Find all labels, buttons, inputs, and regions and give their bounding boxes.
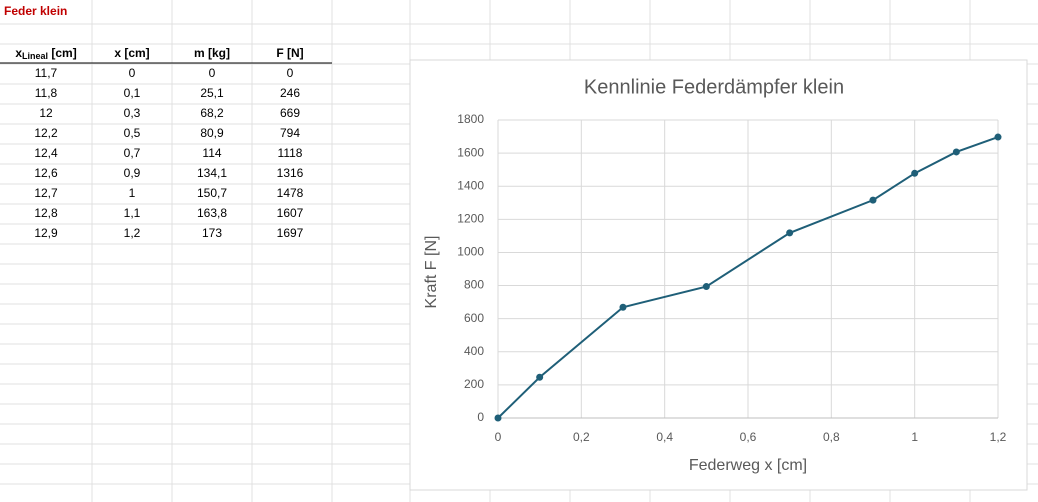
y-tick-label: 1000 — [457, 245, 484, 259]
header-text: x — [15, 46, 22, 60]
y-tick-label: 200 — [464, 377, 484, 391]
table-cell: 114 — [202, 146, 221, 160]
y-tick-label: 800 — [464, 278, 484, 292]
chart-area — [409, 59, 1028, 491]
table-cell: 68,2 — [200, 106, 224, 120]
header-cell: F [N] — [276, 46, 303, 60]
data-point — [869, 196, 877, 204]
x-tick-label: 0,2 — [573, 430, 590, 444]
table-cell: 11,7 — [35, 66, 58, 80]
table-cell: 150,7 — [197, 186, 227, 200]
data-point — [994, 133, 1002, 141]
chart-title: Kennlinie Federdämpfer klein — [584, 76, 844, 98]
table-cell: 1478 — [277, 186, 304, 200]
table-cell: 173 — [202, 226, 222, 240]
y-tick-label: 1800 — [457, 112, 484, 126]
sheet-title: Feder klein — [4, 4, 67, 18]
table-cell: 25,1 — [200, 86, 224, 100]
data-point — [494, 414, 502, 422]
table-cell: 1,2 — [124, 226, 141, 240]
table-cell: 669 — [280, 106, 300, 120]
header-cell: xLineal [cm] — [15, 46, 76, 61]
table-cell: 12,8 — [34, 206, 58, 220]
table-cell: 1 — [129, 186, 136, 200]
data-point — [786, 229, 794, 237]
data-point — [702, 283, 710, 291]
x-tick-label: 0,8 — [823, 430, 840, 444]
table-cell: 0 — [129, 66, 136, 80]
table-cell: 12 — [39, 106, 53, 120]
header-rest: [cm] — [48, 46, 77, 60]
x-axis-label: Federweg x [cm] — [689, 457, 807, 474]
table-cell: 0 — [209, 66, 216, 80]
table-cell: 0 — [287, 66, 294, 80]
y-axis-label: Kraft F [N] — [423, 236, 440, 309]
y-tick-label: 400 — [464, 344, 484, 358]
table-cell: 0,1 — [124, 86, 141, 100]
table-cell: 80,9 — [200, 126, 224, 140]
y-tick-label: 600 — [464, 311, 484, 325]
table-cell: 0,3 — [124, 106, 141, 120]
table-cell: 0,9 — [124, 166, 141, 180]
header-cell: m [kg] — [194, 46, 230, 60]
table-cell: 163,8 — [197, 206, 227, 220]
table-cell: 12,6 — [34, 166, 58, 180]
table-cell: 12,4 — [34, 146, 58, 160]
table-cell: 0,5 — [124, 126, 141, 140]
y-tick-label: 0 — [477, 410, 484, 424]
table-cell: 134,1 — [197, 166, 227, 180]
x-tick-label: 1 — [911, 430, 918, 444]
table-cell: 246 — [280, 86, 300, 100]
y-tick-label: 1200 — [457, 212, 484, 226]
table-cell: 11,8 — [35, 86, 58, 100]
table-cell: 794 — [280, 126, 300, 140]
table-cell: 1118 — [278, 146, 303, 160]
table-cell: 1316 — [277, 166, 304, 180]
x-tick-label: 1,2 — [990, 430, 1007, 444]
table-cell: 1,1 — [124, 206, 141, 220]
table-cell: 12,9 — [34, 226, 58, 240]
data-point — [911, 169, 919, 177]
table-cell: 12,7 — [34, 186, 58, 200]
data-point — [536, 373, 544, 381]
table-cell: 1607 — [277, 206, 304, 220]
header-sub: Lineal — [22, 51, 48, 61]
header-cell: x [cm] — [114, 46, 149, 60]
data-point — [619, 303, 627, 311]
table-cell: 12,2 — [34, 126, 58, 140]
table-cell: 0,7 — [124, 146, 141, 160]
y-tick-label: 1600 — [457, 145, 484, 159]
y-tick-label: 1400 — [457, 178, 484, 192]
data-point — [952, 148, 960, 156]
table-cell: 1697 — [277, 226, 304, 240]
x-tick-label: 0,4 — [656, 430, 673, 444]
x-tick-label: 0,6 — [740, 430, 757, 444]
x-tick-label: 0 — [495, 430, 502, 444]
